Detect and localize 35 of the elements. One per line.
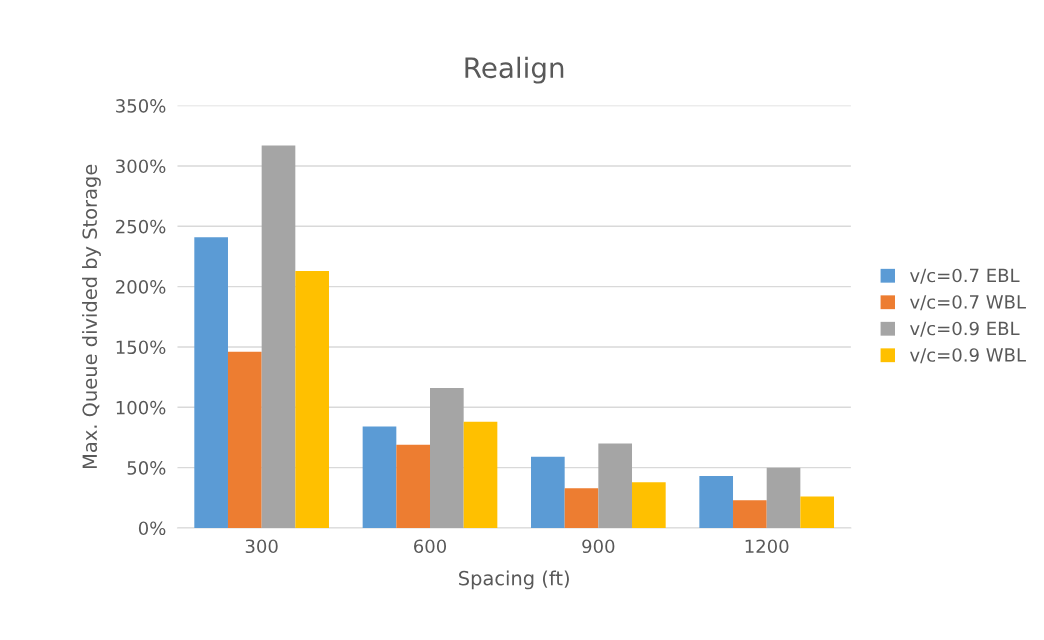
y-tick-label: 150% <box>116 340 166 355</box>
legend-label: v/c=0.7 EBL <box>910 268 1020 284</box>
legend-label: v/c=0.7 WBL <box>910 295 1026 311</box>
bar <box>396 444 430 528</box>
bar <box>598 443 633 528</box>
y-tick-label: 250% <box>116 219 166 234</box>
bar <box>699 476 734 528</box>
bar <box>194 237 228 528</box>
bar <box>800 496 835 528</box>
bar <box>261 145 296 528</box>
bar <box>632 482 666 528</box>
bar <box>733 500 767 528</box>
x-tick-label: 600 <box>414 539 447 554</box>
legend-label: v/c=0.9 WBL <box>910 348 1026 364</box>
bar <box>430 388 464 528</box>
y-tick-label: 350% <box>116 99 166 113</box>
bar <box>227 351 262 528</box>
x-axis-title: Spacing (ft) <box>459 570 569 590</box>
bar <box>362 426 397 528</box>
legend-label: v/c=0.9 EBL <box>910 321 1020 337</box>
y-tick-label: 0% <box>138 521 166 536</box>
chart-title: Realign <box>465 56 564 84</box>
x-tick-label: 900 <box>582 539 615 554</box>
y-tick-label: 200% <box>116 280 166 294</box>
bar <box>766 467 801 528</box>
bar <box>295 270 329 528</box>
bar <box>564 488 599 528</box>
x-tick-label: 1200 <box>745 539 789 554</box>
bar <box>531 456 565 528</box>
y-tick-label: 300% <box>116 159 166 174</box>
bar <box>463 421 498 528</box>
x-tick-label: 300 <box>245 539 278 554</box>
y-tick-label: 100% <box>116 400 166 415</box>
y-tick-label: 50% <box>127 461 166 475</box>
y-axis-title: Max. Queue divided by Storage <box>82 164 101 468</box>
